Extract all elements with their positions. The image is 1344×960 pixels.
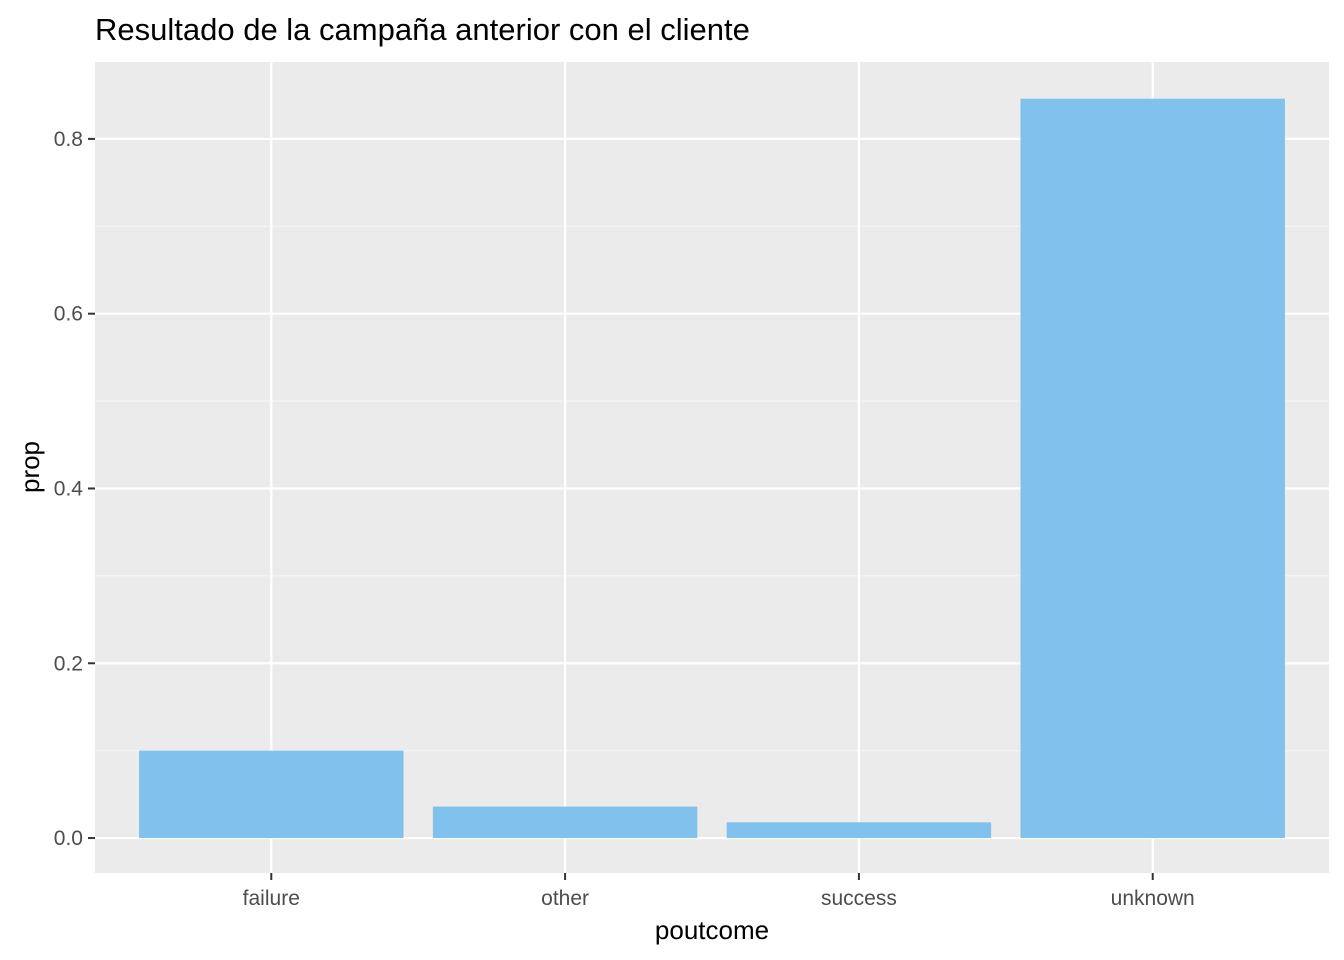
y-tick-label: 0.8 (54, 128, 83, 151)
bar-success (726, 822, 992, 839)
bar-unknown (1020, 98, 1285, 839)
bars (139, 98, 1285, 839)
y-tick-label: 0.0 (54, 827, 83, 850)
x-tick-label: other (541, 887, 589, 910)
y-axis: 0.0 0.2 0.4 0.6 0.8 (54, 128, 95, 850)
y-tick-label: 0.6 (54, 303, 83, 326)
bar-failure (139, 750, 404, 839)
y-tick-label: 0.4 (54, 477, 84, 500)
bar-other (432, 806, 698, 839)
x-axis: failure other success unknown (243, 873, 1195, 910)
y-tick-label: 0.2 (54, 652, 83, 675)
x-tick-label: failure (243, 887, 300, 910)
chart-title: Resultado de la campaña anterior con el … (95, 12, 750, 47)
x-axis-title: poutcome (655, 915, 769, 945)
y-axis-title: prop (15, 441, 45, 493)
x-tick-label: unknown (1111, 887, 1195, 910)
x-tick-label: success (821, 887, 897, 910)
